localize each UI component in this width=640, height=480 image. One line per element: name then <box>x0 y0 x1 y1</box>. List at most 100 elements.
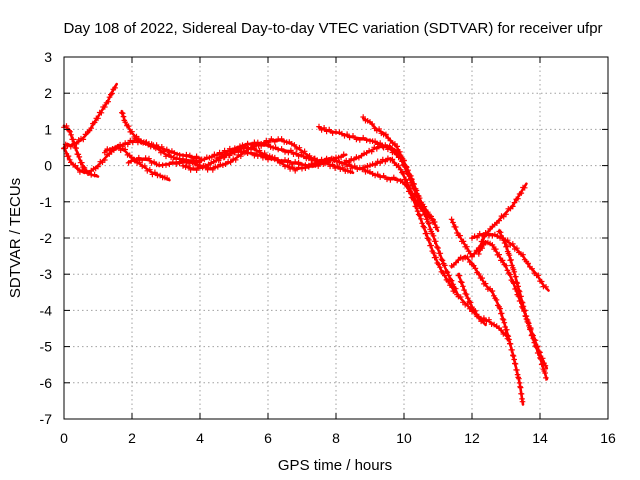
data-point-markers <box>285 147 299 157</box>
y-tick-label: -4 <box>40 302 53 318</box>
data-point-markers <box>520 251 531 267</box>
data-point-markers <box>516 298 529 319</box>
data-point-markers <box>516 184 528 197</box>
data-point-markers <box>516 380 526 405</box>
grid-lines <box>64 57 608 419</box>
data-point-markers <box>462 301 473 312</box>
data-point-markers <box>122 146 133 159</box>
x-axis-label: GPS time / hours <box>278 457 392 474</box>
data-point-markers <box>187 152 200 162</box>
data-point-markers <box>136 154 149 164</box>
data-point-markers <box>71 140 82 158</box>
data-point-markers <box>360 164 371 175</box>
data-point-markers <box>346 133 360 143</box>
data-point-markers <box>105 90 115 105</box>
x-tick-label: 10 <box>396 430 412 446</box>
data-point-markers <box>102 151 113 163</box>
data-point-markers <box>496 304 508 330</box>
series-track-15 <box>469 230 550 292</box>
data-point-markers <box>387 137 398 147</box>
data-point-markers <box>496 228 508 246</box>
data-point-markers <box>357 134 370 144</box>
data-point-markers <box>384 143 398 154</box>
data-point-markers <box>408 173 420 194</box>
y-tick-label: -6 <box>40 375 53 391</box>
data-point-markers <box>299 148 313 159</box>
data-point-markers <box>455 272 467 293</box>
data-point-markers <box>227 152 241 165</box>
data-point-markers <box>431 219 440 231</box>
data-point-markers <box>64 153 73 163</box>
data-point-markers <box>224 149 238 159</box>
data-point-markers <box>374 126 385 137</box>
data-point-markers <box>377 155 391 166</box>
data-point-markers <box>214 152 228 162</box>
data-point-markers <box>68 143 74 150</box>
data-point-markers <box>78 131 89 143</box>
data-point-markers <box>207 163 221 173</box>
series-track-11 <box>360 164 457 294</box>
data-point-markers <box>448 259 459 269</box>
data-point-markers <box>540 283 549 290</box>
data-point-markers <box>316 155 330 167</box>
data-point-markers <box>435 245 447 267</box>
data-point-markers <box>112 141 126 151</box>
x-tick-label: 0 <box>60 430 68 446</box>
data-point-markers <box>176 151 190 159</box>
y-tick-label: 2 <box>44 85 52 101</box>
data-point-markers <box>241 144 254 152</box>
data-point-markers <box>255 151 269 161</box>
data-point-markers <box>282 162 296 172</box>
data-point-markers <box>496 325 511 342</box>
data-point-markers <box>523 316 535 338</box>
data-point-markers <box>530 332 542 355</box>
data-point-markers <box>340 164 354 175</box>
series-track-18 <box>476 239 549 370</box>
x-tick-label: 6 <box>264 430 272 446</box>
data-point-markers <box>268 136 281 145</box>
data-point-markers <box>367 138 381 148</box>
data-point-markers <box>486 316 500 329</box>
data-point-markers <box>244 149 258 159</box>
data-point-markers <box>176 157 190 167</box>
data-point-markers <box>119 109 128 124</box>
data-point-markers <box>469 261 480 276</box>
data-point-markers <box>510 265 522 294</box>
y-tick-label: -2 <box>40 230 53 246</box>
data-point-markers <box>455 293 466 306</box>
data-point-markers <box>479 230 492 239</box>
data-point-markers <box>469 230 483 241</box>
data-point-markers <box>387 174 400 184</box>
data-point-markers <box>374 142 387 152</box>
data-point-markers <box>510 278 522 299</box>
data-point-markers <box>462 243 474 257</box>
series-track-13 <box>448 254 526 406</box>
data-point-markers <box>363 144 377 156</box>
data-point-markers <box>537 349 549 369</box>
data-point-markers <box>455 232 467 245</box>
data-point-markers <box>425 235 437 256</box>
data-point-markers <box>156 161 169 168</box>
data-point-markers <box>343 156 357 166</box>
data-point-markers <box>190 163 203 173</box>
data-point-markers <box>380 131 391 141</box>
data-point-markers <box>489 220 500 230</box>
data-point-markers <box>292 164 305 174</box>
data-point-markers <box>98 100 110 116</box>
data-point-markers <box>173 156 186 163</box>
data-point-markers <box>295 159 309 168</box>
series-track-1 <box>61 82 118 151</box>
data-point-markers <box>88 165 99 174</box>
data-point-markers <box>496 213 507 224</box>
y-tick-label: 0 <box>44 158 52 174</box>
data-point-markers <box>265 141 279 151</box>
data-point-markers <box>66 127 76 143</box>
data-series <box>61 82 550 406</box>
data-point-markers <box>346 161 360 172</box>
data-point-markers <box>139 163 153 174</box>
x-tick-label: 16 <box>600 430 616 446</box>
data-point-markers <box>397 178 408 188</box>
y-tick-label: -5 <box>40 339 53 355</box>
